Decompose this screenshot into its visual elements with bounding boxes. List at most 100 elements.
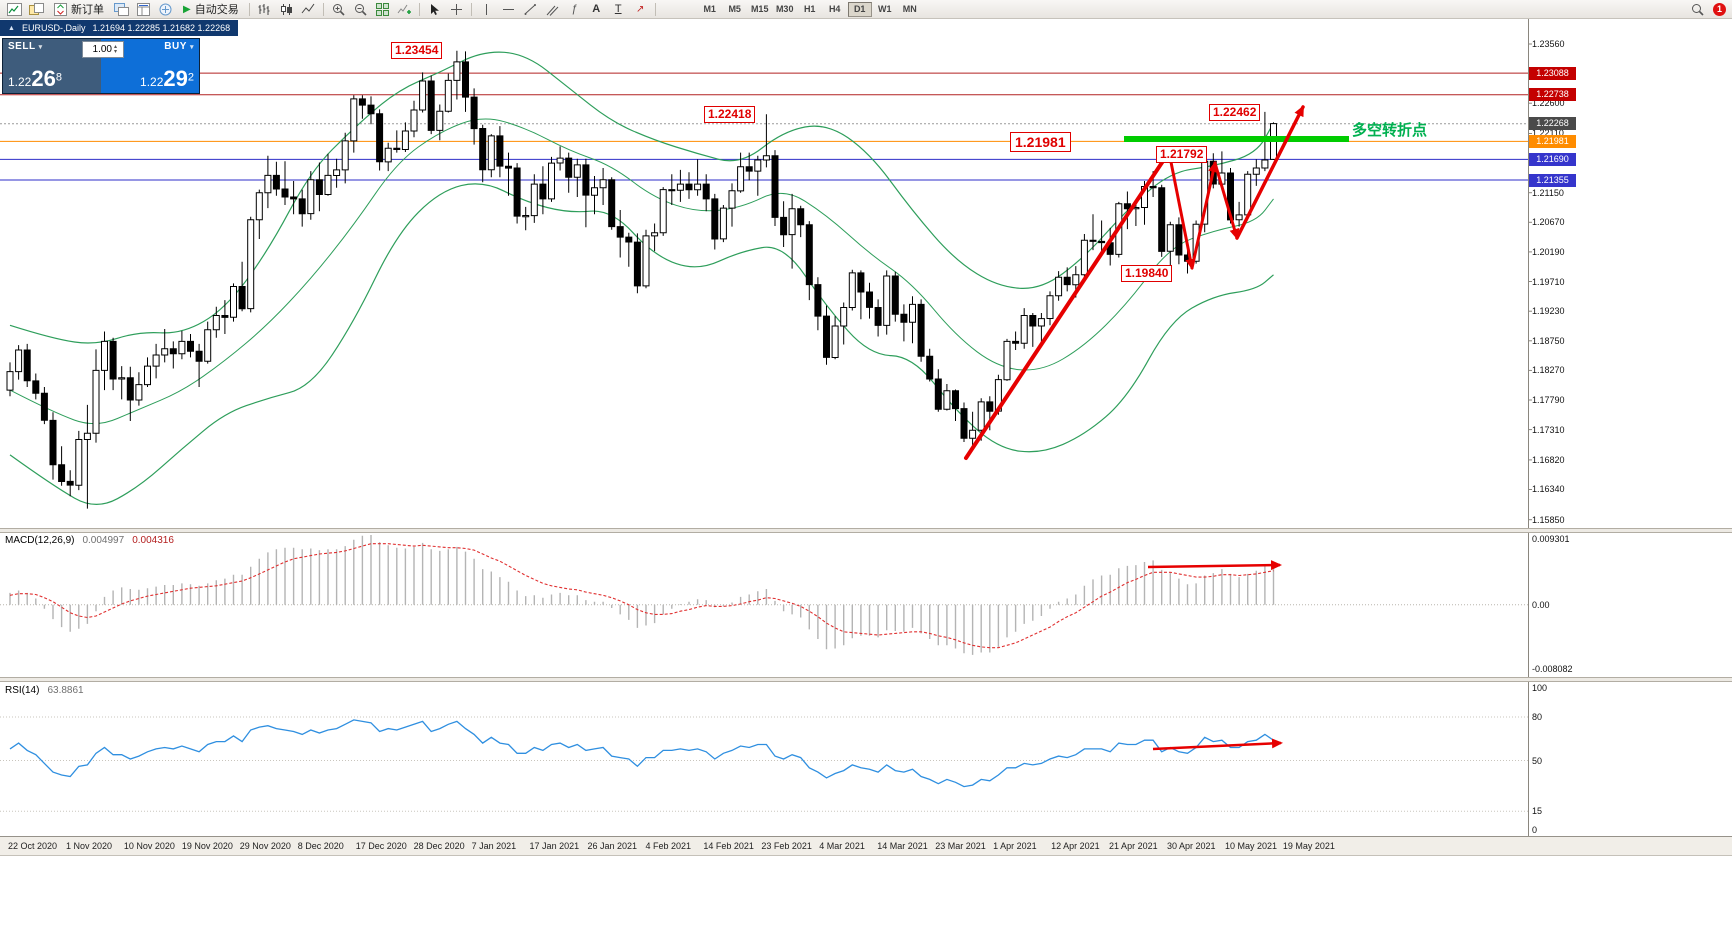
price-scale-label: 1.19230 [1532, 306, 1565, 317]
price-tag: 1.23088 [1529, 66, 1576, 80]
rsi-scale-label: 80 [1532, 712, 1543, 722]
price-scale-label: 1.16820 [1532, 454, 1565, 465]
ohlc-values: 1.21694 1.22285 1.21682 1.22268 [92, 23, 231, 33]
price-callout[interactable]: 1.19840 [1121, 265, 1173, 282]
price-scale-label: 1.17790 [1532, 395, 1565, 405]
turning-point-label[interactable]: 多空转折点 [1352, 122, 1428, 139]
time-axis-label: 14 Feb 2021 [703, 841, 754, 851]
zoom-out-icon[interactable] [350, 1, 371, 18]
price-callout[interactable]: 1.23454 [391, 42, 443, 59]
price-callout[interactable]: 1.21981 [1010, 132, 1071, 152]
time-axis-label: 17 Dec 2020 [355, 841, 407, 851]
timeframe-button-m5[interactable]: M5 [728, 4, 741, 14]
time-axis-label: 12 Apr 2021 [1051, 841, 1100, 851]
chevron-down-icon: ▾ [189, 44, 194, 51]
price-callout[interactable]: 1.21792 [1156, 146, 1208, 163]
time-axis-label: 26 Jan 2021 [587, 841, 638, 851]
price-scale-label: 1.15850 [1532, 514, 1565, 525]
rsi-scale-label: 15 [1532, 806, 1543, 817]
price-tag: 1.22738 [1529, 88, 1576, 102]
arrow-tools-icon[interactable]: ↗ [636, 3, 645, 15]
navigator-icon[interactable] [155, 1, 176, 18]
time-axis-label: 19 Nov 2020 [181, 841, 233, 851]
time-axis-label: 14 Mar 2021 [877, 841, 928, 851]
timeframe-button-m1[interactable]: M1 [703, 4, 716, 14]
channel-icon[interactable] [542, 1, 563, 18]
time-axis[interactable]: 22 Oct 2020 1 Nov 2020 10 Nov 2020 19 Nov 2… [0, 836, 1732, 856]
symbol-timeframe: EURUSD-,Daily [21, 23, 86, 33]
rsi-scale-label: 0 [1532, 825, 1538, 835]
pane-splitter[interactable] [0, 528, 1732, 533]
price-scale-label: 1.20670 [1532, 217, 1565, 228]
time-axis-label: 1 Apr 2021 [993, 841, 1037, 851]
bar-chart-icon[interactable] [254, 1, 275, 18]
toolbar-separator [654, 2, 656, 16]
notification-badge[interactable]: 1 [1713, 2, 1726, 16]
timeframe-button-d1[interactable]: D1 [847, 1, 872, 17]
macd-indicator-label: MACD(12,26,9) 0.004997 0.004316 [5, 535, 174, 546]
time-axis-label: 10 May 2021 [1224, 841, 1277, 851]
price-scale-label: 1.22110 [1532, 128, 1564, 139]
new-chart-icon[interactable] [4, 1, 25, 18]
crosshair-icon[interactable] [446, 1, 467, 18]
cursor-icon[interactable] [424, 1, 445, 18]
charts-menu-icon[interactable] [111, 1, 132, 18]
chart-title-bar: ▲ EURUSD-,Daily 1.21694 1.22285 1.21682 … [0, 20, 239, 36]
trendline-icon[interactable] [520, 1, 541, 18]
price-callout[interactable]: 1.22418 [704, 106, 756, 123]
time-axis-label: 30 Apr 2021 [1167, 841, 1216, 851]
one-click-trading-panel: SELL ▾ 1.22268 BUY ▾ 1.22292 ▴▾ [2, 38, 200, 94]
time-axis-label: 22 Oct 2020 [8, 841, 58, 851]
time-axis-label: 1 Nov 2020 [65, 841, 112, 851]
tile-windows-icon[interactable] [372, 1, 393, 18]
text-icon[interactable]: A [592, 3, 601, 15]
candlestick-chart-icon[interactable] [276, 1, 297, 18]
volume-spinner-icon[interactable]: ▴ ▾ [114, 43, 118, 55]
rsi-indicator-label: RSI(14) 63.8861 [5, 685, 84, 696]
time-axis-label: 17 Jan 2021 [529, 841, 580, 851]
sell-price: 1.22268 [8, 66, 62, 91]
search-icon[interactable] [1687, 1, 1708, 18]
buy-label: BUY [164, 41, 187, 52]
timeframe-button-m30[interactable]: M30 [775, 4, 794, 14]
profiles-icon[interactable] [26, 1, 47, 18]
time-axis-label: 29 Nov 2020 [239, 841, 291, 851]
time-axis-label: 4 Mar 2021 [819, 841, 865, 851]
timeframe-button-w1[interactable]: W1 [877, 4, 892, 14]
macd-scale-label: 0.009301 [1532, 534, 1570, 544]
time-axis-label: 23 Mar 2021 [935, 841, 986, 851]
toolbar-separator [470, 2, 472, 16]
sell-button[interactable]: SELL ▾ 1.22268 [3, 39, 101, 93]
timeframe-button-h1[interactable]: H1 [803, 4, 816, 14]
vertical-line-icon[interactable] [476, 1, 497, 18]
price-tag: 1.21981 [1529, 134, 1576, 148]
line-chart-icon[interactable] [298, 1, 319, 18]
time-axis-label: 28 Dec 2020 [413, 841, 465, 851]
timeframe-button-m15[interactable]: M15 [750, 4, 769, 14]
toolbar-right-group: 1 [1687, 1, 1728, 18]
add-indicator-icon[interactable] [394, 1, 415, 18]
rsi-scale-label: 100 [1532, 683, 1548, 693]
volume-input[interactable] [83, 44, 113, 55]
price-callout[interactable]: 1.22462 [1209, 104, 1261, 121]
market-watch-icon[interactable] [133, 1, 154, 18]
buy-price: 1.22292 [140, 66, 194, 91]
horizontal-line-icon[interactable] [498, 1, 519, 18]
new-order-button[interactable]: 新订单 [48, 1, 110, 18]
timeframe-button-h4[interactable]: H4 [828, 4, 841, 14]
rsi-scale-label: 50 [1532, 755, 1543, 766]
timeframe-button-mn[interactable]: MN [902, 4, 917, 14]
time-axis-label: 7 Jan 2021 [471, 841, 517, 851]
price-scale-label: 1.18750 [1532, 335, 1565, 346]
chevron-down-icon: ▾ [38, 44, 43, 51]
zoom-in-icon[interactable] [328, 1, 349, 18]
fibonacci-icon[interactable]: ƒ [571, 3, 578, 15]
price-tag: 1.21355 [1529, 173, 1576, 187]
text-label-icon[interactable]: T [614, 3, 622, 15]
macd-scale-label: 0.00 [1532, 599, 1550, 610]
time-axis-label: 8 Dec 2020 [297, 841, 344, 851]
pane-splitter[interactable] [0, 677, 1732, 682]
price-tag: 1.21690 [1529, 152, 1576, 166]
auto-trading-button[interactable]: ▶ 自动交易 [183, 3, 239, 17]
